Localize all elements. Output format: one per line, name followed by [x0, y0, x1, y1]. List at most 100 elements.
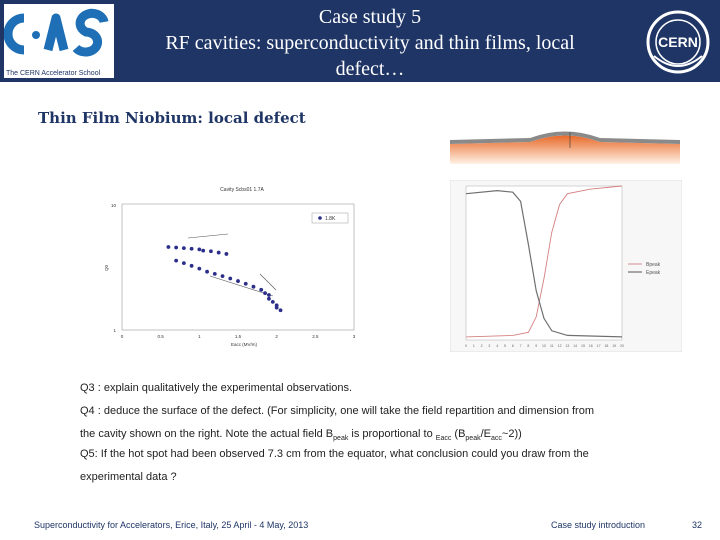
chart-right-legend-epeak: Epeak	[646, 270, 661, 276]
chart-left-xtick: 3	[353, 334, 356, 339]
data-point-1-8k	[174, 245, 179, 250]
data-point-1-8k	[216, 250, 221, 255]
subtitle: Thin Film Niobium: local defect	[38, 109, 306, 127]
cern-logo-text: CERN	[658, 34, 698, 50]
data-point-1-8k	[270, 300, 275, 304]
chart-right-xtick: 10	[542, 344, 546, 348]
chart-right-xtick: 0	[465, 344, 467, 348]
chart-right-xtick: 8	[527, 344, 529, 348]
chart-right-plot-area	[465, 185, 623, 341]
q4-text: (B	[451, 428, 466, 440]
data-point-1-8k	[209, 249, 213, 254]
q4-text: is proportional to	[348, 428, 436, 440]
slide-title-line-2: RF cavities: superconductivity and thin …	[165, 32, 575, 54]
trend-arrow	[259, 273, 277, 291]
slide-title-line-1: Case study 5	[318, 6, 422, 28]
legend-marker-1-8k	[318, 216, 322, 220]
data-point-1-8k	[181, 246, 186, 251]
data-point-1-8k	[181, 261, 186, 266]
data-point-1-8k	[212, 271, 217, 276]
data-point-1-8k	[236, 279, 240, 283]
data-point-1-8k	[201, 248, 206, 253]
bpeak-curve	[465, 185, 623, 338]
chart-left-title: Cavity Scbs01 1.7A	[220, 187, 264, 193]
chart-left-xtick: 0.5	[158, 334, 165, 339]
chart-right-xtick: 18	[604, 344, 608, 348]
chart-right-xtick: 13	[565, 344, 569, 348]
chart-right-xtick: 6	[512, 344, 514, 348]
data-point-1-8k	[189, 246, 194, 251]
data-point-1-8k	[263, 291, 267, 296]
data-point-1-8k	[274, 305, 279, 310]
chart-right-xtick: 4	[496, 344, 498, 348]
question-q4-line-2: the cavity shown on the right. Note the …	[80, 428, 522, 442]
data-point-1-8k	[174, 258, 179, 263]
cern-logo: CERN	[642, 6, 714, 78]
chart-left-xlabel: Eacc (MV/m)	[231, 342, 258, 347]
question-q5-line-1: Q5: If the hot spot had been observed 7.…	[80, 448, 589, 460]
data-point-1-8k	[220, 274, 225, 279]
data-point-1-8k	[267, 296, 271, 301]
chart-right-xtick: 11	[550, 344, 554, 348]
footer-section: Case study introduction	[551, 520, 646, 530]
cavity-field-region	[450, 135, 680, 164]
q4-text: /E	[480, 428, 491, 440]
chart-left-xtick: 1	[198, 334, 201, 339]
data-point-1-8k	[189, 263, 194, 268]
chart-right-xtick: 3	[488, 344, 490, 348]
chart-right-xtick: 9	[535, 344, 537, 348]
chart-right-xtick: 14	[573, 344, 577, 348]
q4-subscript: peak	[465, 435, 481, 443]
chart-left-legend-label: 1.8K	[325, 216, 336, 222]
question-q5-line-2: experimental data ?	[80, 471, 177, 483]
cavity-cross-section	[450, 131, 680, 164]
chart-left-ytick: 1	[113, 328, 116, 333]
footer-conference: Superconductivity for Accelerators, Eric…	[34, 520, 309, 530]
chart-right-legend-bpeak: Bpeak	[646, 262, 661, 268]
data-point-1-8k	[205, 269, 209, 274]
cas-tagline: The CERN Accelerator School	[6, 70, 101, 77]
epeak-curve	[465, 189, 623, 338]
title-banner: The CERN Accelerator School Case study 5…	[0, 0, 720, 82]
chart-left-xtick: 1.5	[235, 334, 242, 339]
data-point-1-8k	[278, 308, 283, 313]
chart-right-xtick: 19	[612, 344, 616, 348]
cavity-wall	[450, 131, 680, 144]
slide-title-line-3: defect…	[335, 58, 405, 80]
chart-right-xtick: 1	[473, 344, 475, 348]
data-point-1-8k	[267, 293, 271, 297]
data-point-1-8k	[243, 281, 248, 286]
data-point-1-8k	[197, 266, 202, 271]
chart-right-xtick: 16	[589, 344, 593, 348]
field-distribution-chart: 0 1 2 3 4 5 6 7 8 9 10 11 12 13 14 15 16 17 18 19 20 Bpeak E…	[450, 180, 682, 352]
chart-right-xtick: 20	[620, 344, 624, 348]
question-q4-line-1: Q4 : deduce the surface of the defect. (…	[80, 405, 594, 417]
cas-logo: The CERN Accelerator School	[4, 4, 114, 78]
cas-logo-mark	[4, 8, 109, 57]
q4-subscript: acc	[491, 435, 502, 443]
trend-arrow	[187, 233, 229, 239]
chart-right-xtick: 2	[481, 344, 483, 348]
q4-text: the cavity shown on the right. Note the …	[80, 428, 334, 440]
chart-right-xtick: 12	[558, 344, 562, 348]
data-point-1-8k	[259, 287, 264, 292]
q0-vs-eacc-chart: Cavity Scbs01 1.7A 0 0.5 1 1.5 2 2.5 3 10 1 Ea…	[98, 180, 366, 350]
data-point-1-8k	[224, 252, 229, 256]
question-q3: Q3 : explain qualitatively the experimen…	[80, 382, 353, 394]
q4-subscript: peak	[333, 435, 349, 443]
data-point-1-8k	[166, 245, 171, 249]
data-point-1-8k	[228, 276, 233, 281]
chart-right-xtick: 7	[520, 344, 522, 348]
chart-left-xtick: 0	[121, 334, 124, 339]
page-number: 32	[692, 520, 703, 530]
chart-right-xtick: 17	[597, 344, 601, 348]
trend-arrow	[209, 275, 274, 297]
chart-left-ytick: 10	[111, 203, 117, 208]
chart-left-legend-box	[311, 212, 349, 224]
data-point-1-8k	[197, 247, 202, 252]
chart-left-xtick: 2.5	[312, 334, 319, 339]
chart-left-ylabel: Q0	[104, 265, 109, 272]
chart-right-xtick: 15	[581, 344, 585, 348]
data-point-1-8k	[251, 284, 256, 289]
q4-text: ~2))	[501, 428, 522, 440]
